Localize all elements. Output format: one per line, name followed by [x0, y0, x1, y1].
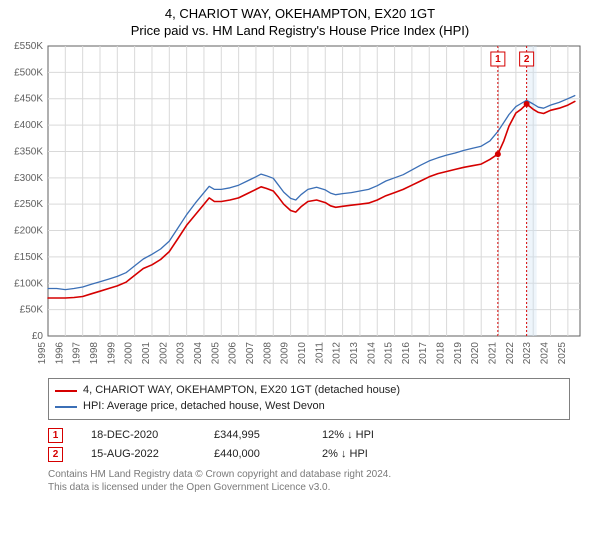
- svg-text:2008: 2008: [262, 342, 273, 365]
- chart-title: 4, CHARIOT WAY, OKEHAMPTON, EX20 1GT: [0, 6, 600, 21]
- svg-text:2: 2: [524, 54, 530, 65]
- svg-text:£150K: £150K: [14, 252, 43, 263]
- legend-row: HPI: Average price, detached house, West…: [55, 399, 563, 415]
- chart-titles: 4, CHARIOT WAY, OKEHAMPTON, EX20 1GT Pri…: [0, 0, 600, 38]
- sale-date: 15-AUG-2022: [91, 448, 186, 460]
- svg-text:2016: 2016: [401, 342, 412, 365]
- svg-text:1999: 1999: [106, 342, 117, 365]
- svg-text:£400K: £400K: [14, 120, 43, 131]
- legend-swatch: [55, 406, 77, 408]
- footnote-line: This data is licensed under the Open Gov…: [48, 481, 570, 495]
- svg-text:2007: 2007: [245, 342, 256, 365]
- svg-text:£100K: £100K: [14, 278, 43, 289]
- svg-text:£350K: £350K: [14, 146, 43, 157]
- svg-text:£550K: £550K: [14, 41, 43, 52]
- svg-text:2006: 2006: [228, 342, 239, 365]
- svg-text:2024: 2024: [540, 342, 551, 365]
- svg-text:£200K: £200K: [14, 226, 43, 237]
- svg-text:1: 1: [495, 54, 501, 65]
- svg-text:2022: 2022: [505, 342, 516, 365]
- legend: 4, CHARIOT WAY, OKEHAMPTON, EX20 1GT (de…: [48, 378, 570, 420]
- footnote-line: Contains HM Land Registry data © Crown c…: [48, 468, 570, 482]
- svg-text:2013: 2013: [349, 342, 360, 365]
- svg-text:2000: 2000: [124, 342, 135, 365]
- svg-text:1996: 1996: [54, 342, 65, 365]
- price-chart: £0 £50K £100K £150K £200K £250K £300K £350K £400…: [0, 38, 600, 372]
- legend-label: 4, CHARIOT WAY, OKEHAMPTON, EX20 1GT (de…: [83, 383, 400, 399]
- svg-text:2003: 2003: [176, 342, 187, 365]
- svg-text:£500K: £500K: [14, 67, 43, 78]
- chart-subtitle: Price paid vs. HM Land Registry's House …: [0, 23, 600, 38]
- svg-text:2009: 2009: [280, 342, 291, 365]
- svg-text:2019: 2019: [453, 342, 464, 365]
- svg-text:£250K: £250K: [14, 199, 43, 210]
- svg-text:2023: 2023: [522, 342, 533, 365]
- svg-text:2011: 2011: [314, 342, 325, 364]
- svg-text:£0: £0: [32, 331, 44, 342]
- svg-text:2004: 2004: [193, 342, 204, 365]
- sale-delta: 2% ↓ HPI: [322, 448, 412, 460]
- svg-text:2001: 2001: [141, 342, 152, 365]
- legend-label: HPI: Average price, detached house, West…: [83, 399, 325, 415]
- svg-text:2014: 2014: [366, 342, 377, 365]
- svg-text:2002: 2002: [158, 342, 169, 365]
- chart-svg: £0 £50K £100K £150K £200K £250K £300K £350K £400…: [0, 38, 600, 372]
- svg-text:2010: 2010: [297, 342, 308, 365]
- sale-row: 2 15-AUG-2022 £440,000 2% ↓ HPI: [48, 445, 570, 464]
- svg-text:1997: 1997: [72, 342, 83, 365]
- svg-text:1995: 1995: [37, 342, 48, 365]
- svg-text:2017: 2017: [418, 342, 429, 365]
- svg-text:2012: 2012: [332, 342, 343, 365]
- legend-row: 4, CHARIOT WAY, OKEHAMPTON, EX20 1GT (de…: [55, 383, 563, 399]
- svg-text:2018: 2018: [436, 342, 447, 365]
- sale-price: £344,995: [214, 429, 294, 441]
- sales-table: 1 18-DEC-2020 £344,995 12% ↓ HPI 2 15-AU…: [48, 426, 570, 464]
- svg-text:2025: 2025: [557, 342, 568, 365]
- footnote: Contains HM Land Registry data © Crown c…: [48, 468, 570, 495]
- sale-row: 1 18-DEC-2020 £344,995 12% ↓ HPI: [48, 426, 570, 445]
- svg-text:2020: 2020: [470, 342, 481, 365]
- svg-text:2021: 2021: [488, 342, 499, 365]
- legend-swatch: [55, 390, 77, 392]
- sale-delta: 12% ↓ HPI: [322, 429, 412, 441]
- svg-text:£50K: £50K: [20, 305, 44, 316]
- svg-text:£450K: £450K: [14, 94, 43, 105]
- sale-date: 18-DEC-2020: [91, 429, 186, 441]
- sale-marker-box: 2: [48, 447, 63, 462]
- sale-marker-box: 1: [48, 428, 63, 443]
- svg-text:2015: 2015: [384, 342, 395, 365]
- svg-text:£300K: £300K: [14, 173, 43, 184]
- svg-text:2005: 2005: [210, 342, 221, 365]
- sale-price: £440,000: [214, 448, 294, 460]
- svg-text:1998: 1998: [89, 342, 100, 365]
